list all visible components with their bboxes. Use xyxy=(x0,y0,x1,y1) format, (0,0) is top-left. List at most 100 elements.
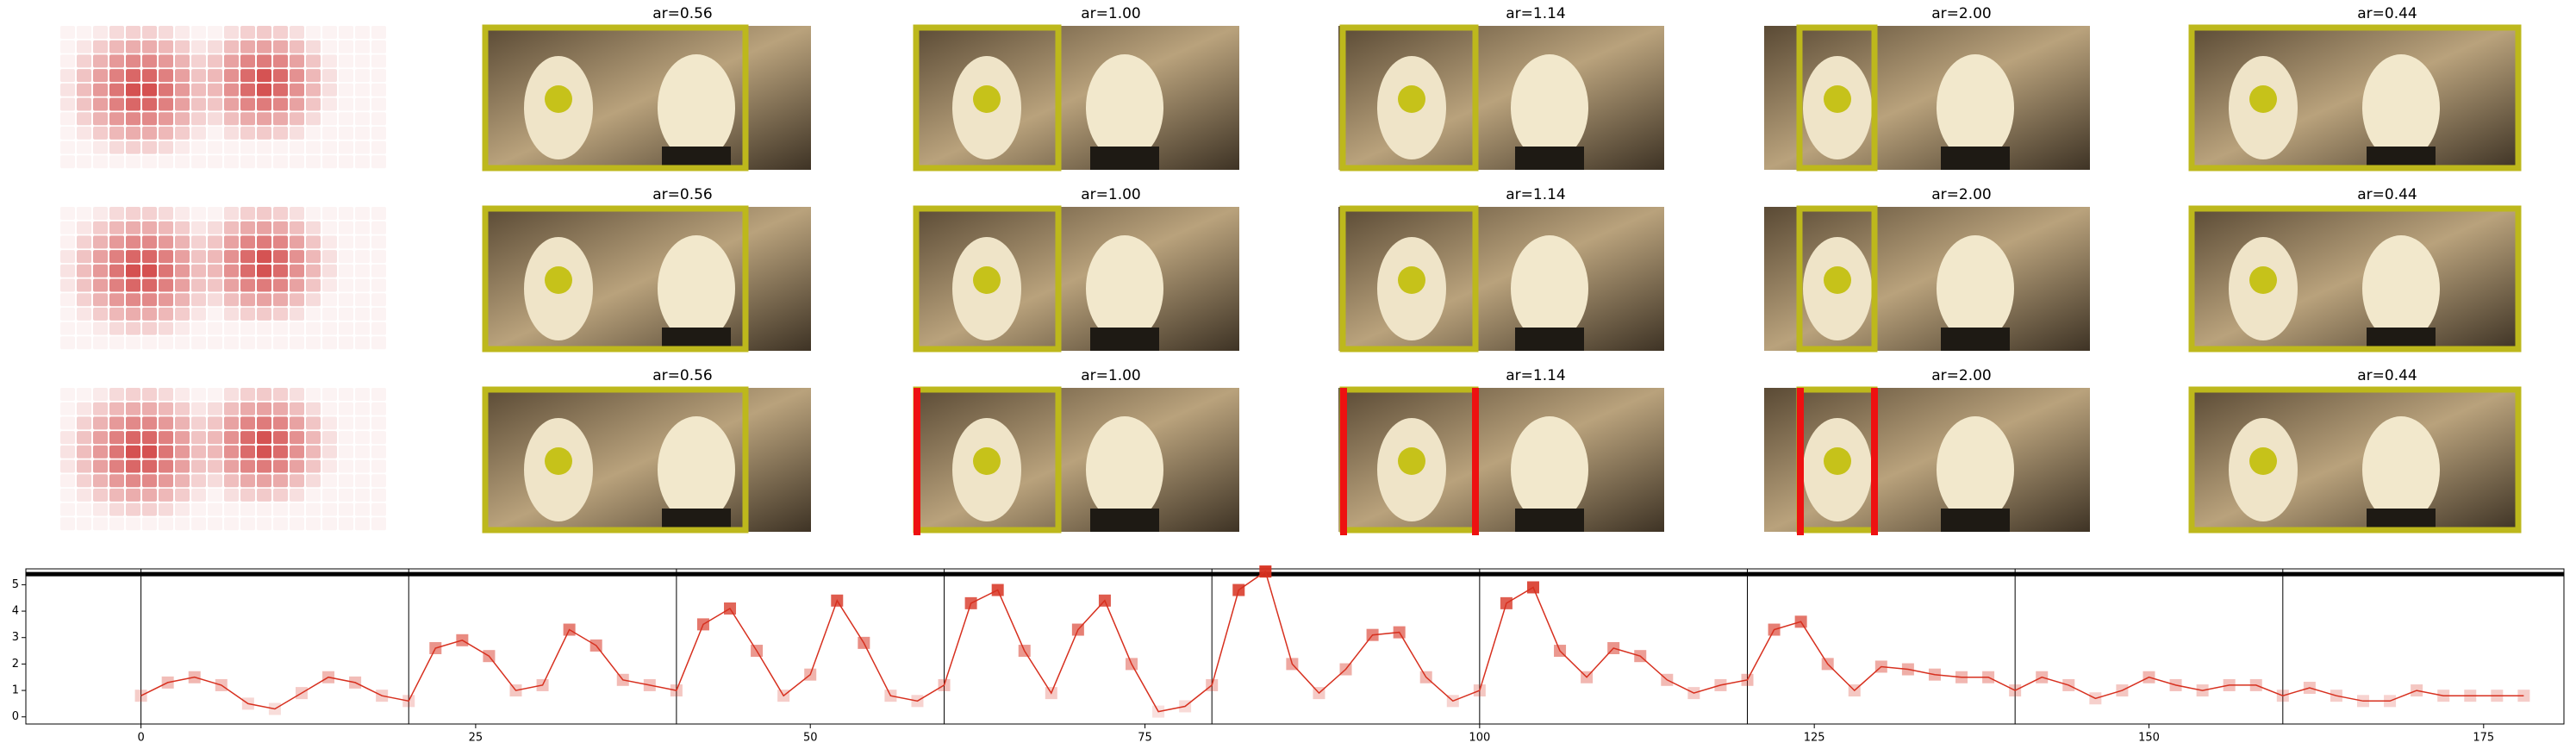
heatmap-cell xyxy=(322,416,337,430)
heatmap-cell xyxy=(339,235,353,249)
heatmap-cell xyxy=(208,40,222,53)
heatmap-cell xyxy=(240,517,255,531)
heatmap-cell xyxy=(208,502,222,516)
heatmap-cell xyxy=(142,97,157,111)
heatmap-cell xyxy=(371,402,386,415)
gaze-dot xyxy=(1824,447,1851,475)
heatmap-cell xyxy=(339,307,353,321)
heatmap-cell xyxy=(273,83,288,97)
heatmap-cell xyxy=(257,112,271,126)
heatmap-cell xyxy=(306,488,321,502)
heatmap-cell xyxy=(159,431,173,445)
heatmap-cell xyxy=(339,40,353,53)
heatmap-cell xyxy=(371,97,386,111)
crop-box xyxy=(913,205,1062,353)
heatmap-cell xyxy=(355,264,370,278)
heatmap-cell xyxy=(240,54,255,68)
point-marker xyxy=(134,690,147,702)
gaze-dot xyxy=(1398,266,1425,294)
heatmap-cell xyxy=(371,416,386,430)
heatmap-cell xyxy=(208,235,222,249)
heatmap-cell xyxy=(126,97,140,111)
heatmap-cell xyxy=(257,207,271,220)
panel-title: ar=0.44 xyxy=(2357,367,2417,384)
heatmap-cell xyxy=(240,235,255,249)
x-tick-label: 175 xyxy=(2473,732,2494,745)
heatmap-cell xyxy=(208,431,222,445)
heatmap-cell xyxy=(355,97,370,111)
heatmap-cell xyxy=(126,140,140,154)
heatmap-cell xyxy=(142,416,157,430)
heatmap-cell xyxy=(159,402,173,415)
heatmap-cell xyxy=(142,445,157,459)
heatmap-cell xyxy=(355,40,370,53)
heatmap-cell xyxy=(159,264,173,278)
heatmap-cell xyxy=(77,488,91,502)
heatmap-cell xyxy=(93,112,108,126)
heatmap-cell xyxy=(109,293,124,307)
heatmap-cell xyxy=(290,40,304,53)
heatmap-cell xyxy=(60,83,75,97)
heatmap-cell xyxy=(191,83,206,97)
x-tick-label: 50 xyxy=(803,732,818,745)
heatmap-cell xyxy=(60,293,75,307)
heatmap-cell xyxy=(273,69,288,83)
heatmap-cell xyxy=(322,321,337,335)
heatmap-cell xyxy=(93,474,108,488)
heatmap-cell xyxy=(159,502,173,516)
gaze-dot xyxy=(1824,266,1851,294)
heatmap-cell xyxy=(191,517,206,531)
heatmap-cell xyxy=(93,69,108,83)
heatmap-cell xyxy=(208,307,222,321)
heatmap-cell xyxy=(60,307,75,321)
heatmap-cell xyxy=(273,445,288,459)
heatmap-cell xyxy=(191,459,206,473)
heatmap-cell xyxy=(142,235,157,249)
heatmap-cell xyxy=(126,250,140,264)
heatmap-cell xyxy=(208,126,222,140)
person xyxy=(1086,235,1163,342)
heatmap-cell xyxy=(257,97,271,111)
heatmap-cell xyxy=(93,488,108,502)
heatmap-cell xyxy=(224,278,239,292)
person xyxy=(1937,416,2014,523)
trousers xyxy=(1941,509,2010,532)
heatmap-cell xyxy=(240,207,255,220)
heatmap-cell xyxy=(175,416,190,430)
heatmap-cell xyxy=(290,140,304,154)
y-tick-label: 4 xyxy=(12,605,19,618)
heatmap-cell xyxy=(191,155,206,169)
person xyxy=(658,54,735,161)
gaze-dot xyxy=(1824,85,1851,113)
heatmap-cell xyxy=(126,502,140,516)
heatmap-cell xyxy=(126,402,140,415)
heatmap-cell xyxy=(126,264,140,278)
heatmap-cell xyxy=(60,54,75,68)
heatmap-cell xyxy=(240,112,255,126)
heatmap-cell xyxy=(322,336,337,350)
heatmap-cell xyxy=(306,445,321,459)
heatmap-cell xyxy=(290,416,304,430)
heatmap-cell xyxy=(257,250,271,264)
heatmap-cell xyxy=(60,250,75,264)
heatmap-cell xyxy=(60,235,75,249)
heatmap-cell xyxy=(371,488,386,502)
heatmap-cell xyxy=(208,336,222,350)
heatmap-cell xyxy=(273,112,288,126)
heatmap-cell xyxy=(257,416,271,430)
heatmap-cell xyxy=(240,69,255,83)
heatmap-cell xyxy=(109,126,124,140)
heatmap-cell xyxy=(257,264,271,278)
heatmap-cell xyxy=(273,416,288,430)
heatmap-cell xyxy=(109,83,124,97)
heatmap-cell xyxy=(208,155,222,169)
heatmap-cell xyxy=(77,221,91,234)
heatmap-cell xyxy=(126,126,140,140)
heatmap-cell xyxy=(126,54,140,68)
heatmap-cell xyxy=(60,474,75,488)
heatmap-cell xyxy=(273,502,288,516)
heatmap-cell xyxy=(322,502,337,516)
heatmap-cell xyxy=(60,445,75,459)
heatmap-cell xyxy=(257,155,271,169)
